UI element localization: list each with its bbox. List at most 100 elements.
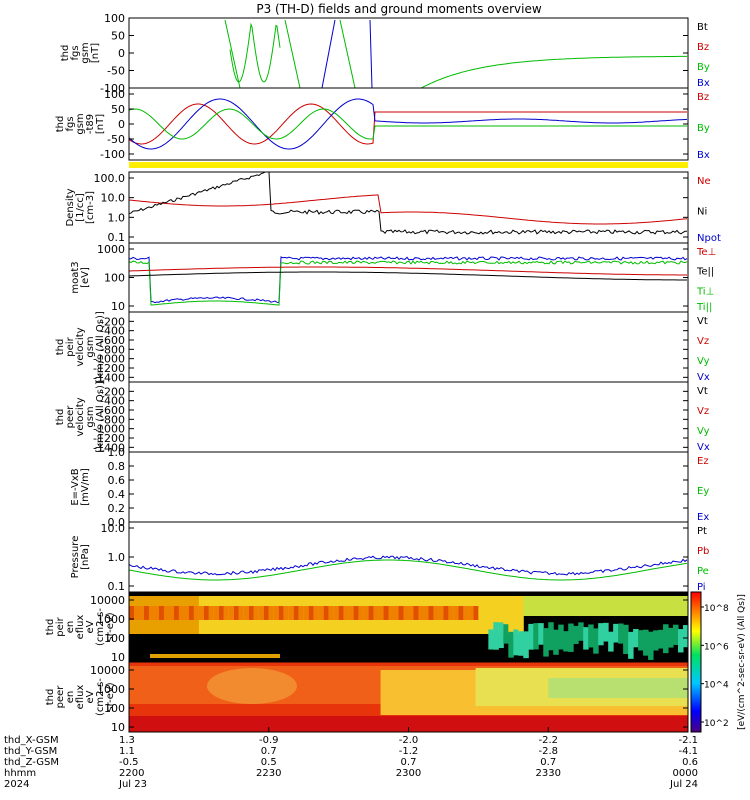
- y-axis-label: moat3: [70, 261, 81, 293]
- y-axis-label: [mV/m]: [80, 468, 91, 506]
- heatmap-cell: [558, 624, 564, 650]
- heatmap-cell: [213, 606, 220, 620]
- heatmap-cell: [488, 629, 494, 650]
- heatmap-cell: [638, 630, 644, 651]
- heatmap-cell: [293, 606, 300, 620]
- panel-2-plot-area: [129, 98, 688, 150]
- heatmap-cell: [208, 606, 215, 620]
- heatmap-cell: [338, 606, 345, 620]
- legend-entry: By: [697, 62, 710, 73]
- legend-entry: Vy: [697, 356, 710, 367]
- heatmap-cell: [303, 606, 310, 620]
- legend-entry: Vy: [697, 426, 710, 437]
- time-axis-row-label: 2024: [4, 779, 29, 790]
- colorbar-tick-label: 10^2: [704, 719, 729, 729]
- legend-entry: Ey: [697, 486, 709, 497]
- heatmap-cell: [623, 596, 629, 616]
- heatmap-cell: [493, 622, 499, 650]
- y-axis-label: (cm2-s-: [95, 678, 106, 716]
- panel-4-plot-area: [129, 256, 688, 306]
- legend-entry: Te||: [696, 267, 714, 278]
- legend-entry: Ti⊥: [696, 286, 714, 297]
- heatmap-cell: [388, 606, 395, 620]
- heatmap-cell: [268, 606, 275, 620]
- heatmap-cell: [523, 596, 529, 616]
- y-axis-label: sr-eV): [105, 682, 116, 711]
- series-line: [129, 555, 688, 576]
- legend-entry: Pt: [697, 526, 707, 537]
- heatmap-cell: [638, 596, 644, 616]
- heatmap-cell: [628, 631, 634, 659]
- panel-frame: [128, 381, 689, 453]
- y-tick-label: -1000: [93, 423, 125, 436]
- heatmap-cell: [663, 624, 669, 654]
- legend-entry: Pb: [697, 546, 709, 557]
- y-axis-label: eflux: [75, 615, 86, 640]
- heatmap-cell: [263, 606, 270, 620]
- heatmap-cell: [298, 606, 305, 620]
- y-tick-label: 10000: [90, 664, 125, 677]
- heatmap-cell: [433, 606, 439, 620]
- legend-entry: Bt: [697, 22, 708, 33]
- heatmap-cell: [343, 606, 350, 620]
- heatmap-cell: [623, 624, 629, 655]
- panel-9: 10000 1000 100 10 thd peir en eflux eV (cm2-s-sr-…: [45, 591, 689, 664]
- panel-5: -200-400-600-800-1000-1200-1400 thd peir ve…: [55, 311, 710, 384]
- heatmap-cell: [538, 623, 544, 645]
- legend-entry: Ex: [697, 512, 709, 523]
- heatmap-cell: [273, 606, 280, 620]
- time-axis-row-label: thd_Z-GSM: [4, 757, 59, 768]
- heatmap-cell: [648, 631, 654, 660]
- heatmap-cell: [228, 606, 235, 620]
- heatmap-cell: [673, 596, 679, 616]
- heatmap-cell: [353, 606, 360, 620]
- colorbar: [690, 591, 702, 733]
- x-tick-label: 0.7: [261, 746, 277, 757]
- y-tick-label: 100: [104, 272, 125, 285]
- heatmap-cell: [203, 606, 210, 620]
- series-line: [129, 260, 688, 306]
- panel-10: 10000 1000 100 10 thd peer en eflux eV (cm2-s-sr-…: [45, 661, 689, 734]
- series-line: [321, 19, 336, 88]
- heatmap-cell: [243, 606, 250, 620]
- panel-1-plot-area: [224, 19, 687, 88]
- panel-frame: [128, 242, 689, 313]
- legend-entry: Te⊥: [696, 247, 716, 258]
- heatmap-cell: [613, 623, 619, 643]
- series-line: [129, 266, 687, 276]
- y-tick-label: -400: [100, 325, 125, 338]
- heatmap-cell: [508, 631, 514, 658]
- heatmap-cell: [663, 596, 669, 616]
- y-tick-label: 100.0: [94, 172, 126, 185]
- heatmap-cell: [583, 596, 589, 616]
- heatmap-cell: [653, 596, 659, 616]
- heatmap-cell: [373, 606, 380, 620]
- heatmap-cell: [503, 596, 509, 634]
- panel-frame: [128, 451, 689, 523]
- heatmap-cell: [498, 622, 504, 649]
- series-line: [129, 271, 687, 281]
- legend-entry: Ni: [697, 207, 707, 218]
- heatmap-cell: [618, 596, 624, 616]
- heatmap-cell: [158, 606, 165, 620]
- heatmap-cell: [613, 596, 619, 616]
- heatmap-cell: [393, 606, 400, 620]
- x-tick-label: 1.1: [119, 746, 135, 757]
- y-axis-label: thd: [55, 116, 66, 133]
- y-tick-label: 50: [111, 30, 125, 43]
- heatmap-cell: [173, 606, 180, 620]
- y-axis-label: en: [65, 621, 76, 634]
- x-tick-label: -4.1: [678, 746, 698, 757]
- heatmap-cell: [588, 596, 594, 616]
- legend-entry: Bx: [697, 78, 710, 89]
- y-axis-label: eflux: [75, 685, 86, 710]
- heatmap-cell: [363, 606, 370, 620]
- x-tick-label: Jul 24: [669, 779, 698, 790]
- heatmap-cell: [678, 596, 684, 616]
- panel-8: 10.0 1.0 0.1 Pressure [nPa] Pt Pb Pe Pi: [70, 521, 709, 593]
- y-axis-label: thd: [45, 689, 56, 706]
- heatmap-cell: [488, 596, 494, 634]
- x-tick-label: 2230: [256, 768, 281, 779]
- heatmap-cell: [683, 625, 688, 648]
- y-tick-label: -1200: [93, 362, 125, 375]
